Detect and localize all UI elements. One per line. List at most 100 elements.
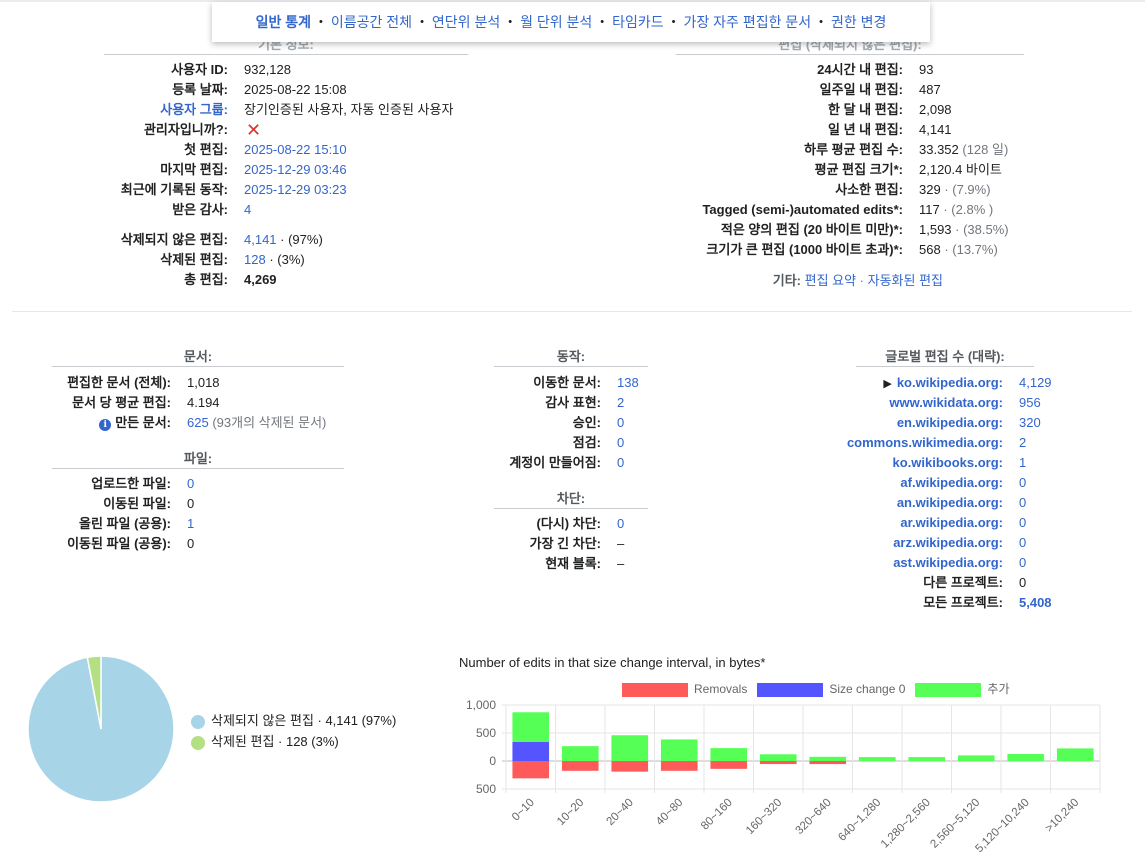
actions-row-value[interactable]: 0	[617, 435, 625, 450]
live-edits-link[interactable]: 4,141	[244, 232, 277, 247]
chart-legend-item[interactable]: Removals	[622, 682, 747, 697]
legend-label: Removals	[694, 682, 748, 696]
nav-item[interactable]: 연단위 분석	[431, 14, 501, 30]
bar-additions[interactable]	[561, 746, 599, 761]
user-groups-link[interactable]: 사용자 그룹:	[160, 102, 228, 117]
thanks-label: 받은 감사:	[172, 202, 228, 217]
pages-created-link[interactable]: 625	[187, 415, 209, 430]
edits-row-label: 일주일 내 편집:	[819, 82, 903, 97]
nav-separator: •	[319, 16, 323, 28]
bar-additions[interactable]	[660, 739, 698, 761]
bar-removals[interactable]	[611, 761, 649, 772]
bar-additions[interactable]	[710, 748, 748, 761]
bar-removals[interactable]	[710, 761, 748, 769]
chart-legend-item[interactable]: Size change 0	[757, 682, 905, 697]
bar-additions[interactable]	[809, 756, 847, 761]
files-row-value[interactable]: 1	[187, 516, 195, 531]
first-edit-link[interactable]: 2025-08-22 15:10	[244, 142, 347, 157]
files-row-value: 0	[187, 536, 195, 551]
files-row-value[interactable]: 0	[187, 476, 195, 491]
first-edit-label: 첫 편집:	[184, 142, 228, 157]
nav-item[interactable]: 월 단위 분석	[520, 14, 593, 30]
global-wiki-link[interactable]: en.wikipedia.org:	[896, 415, 1003, 430]
last-edit-link[interactable]: 2025-12-29 03:46	[244, 162, 347, 177]
x-tick-label: 80~160	[699, 797, 735, 833]
x-tick-label: 320~640	[793, 797, 833, 837]
global-wiki-value[interactable]: 0	[1019, 475, 1027, 490]
bar-additions[interactable]	[611, 735, 649, 761]
expand-arrow-icon[interactable]: ▶	[883, 378, 892, 390]
edits-row-value: 568	[919, 242, 941, 257]
blocks-row-label: (다시) 차단:	[536, 516, 601, 531]
last-action-link[interactable]: 2025-12-29 03:23	[244, 182, 347, 197]
edit-summary-link[interactable]: 편집 요약	[804, 273, 857, 288]
nav-separator: •	[671, 16, 676, 28]
blocks-row-value: –	[617, 536, 625, 551]
pages-avg-value: 4.194	[187, 395, 220, 410]
global-other-label: 다른 프로젝트:	[923, 575, 1003, 590]
bar-size-change-0[interactable]	[512, 741, 550, 761]
bar-additions[interactable]	[957, 755, 995, 761]
size-change-bar-chart: 1,000 500 0 500 0~10 10~20 20~40 40~80 80~160 160…	[466, 698, 1101, 855]
global-wiki-link[interactable]: an.wikipedia.org:	[896, 495, 1003, 510]
global-wiki-link[interactable]: ko.wikibooks.org:	[892, 455, 1003, 470]
blocks-row-value[interactable]: 0	[617, 516, 625, 531]
global-wiki-value[interactable]: 1	[1019, 455, 1027, 470]
global-wiki-link[interactable]: af.wikipedia.org:	[900, 475, 1003, 490]
global-wiki-link[interactable]: ast.wikipedia.org:	[893, 555, 1003, 570]
pages-header: 문서:	[52, 348, 344, 367]
bar-additions[interactable]	[759, 754, 797, 761]
global-all-value[interactable]: 5,408	[1019, 595, 1052, 610]
automated-edits-link[interactable]: 자동화된 편집	[867, 273, 943, 288]
global-wiki-value[interactable]: 0	[1019, 515, 1027, 530]
bar-additions[interactable]	[1056, 748, 1094, 761]
global-wiki-value[interactable]: 0	[1019, 495, 1027, 510]
actions-row-value[interactable]: 0	[617, 415, 625, 430]
edits-row-value: 117	[919, 202, 940, 217]
is-admin-label: 관리자입니까?:	[143, 122, 228, 137]
edits-row-extra: · (38.5%)	[951, 222, 1009, 237]
global-wiki-link[interactable]: ar.wikipedia.org:	[900, 515, 1003, 530]
bar-removals[interactable]	[660, 761, 698, 771]
chart-legend-item[interactable]: 추가	[915, 680, 1010, 697]
live-edits-label: 삭제되지 않은 편집:	[120, 232, 228, 247]
nav-item[interactable]: 일반 통계	[255, 14, 312, 30]
other-sep: ·	[856, 273, 868, 288]
global-wiki-link[interactable]: ko.wikipedia.org:	[896, 375, 1003, 390]
pie-slice-deleted[interactable]	[86, 655, 102, 730]
pages-created-label: 만든 문서:	[115, 415, 171, 430]
bar-removals[interactable]	[512, 761, 550, 779]
nav-item[interactable]: 권한 변경	[830, 14, 887, 30]
info-icon[interactable]: i	[99, 419, 112, 431]
bar-removals[interactable]	[759, 761, 797, 765]
actions-row-value[interactable]: 2	[617, 395, 625, 410]
thanks-link[interactable]: 4	[244, 202, 252, 217]
global-wiki-value[interactable]: 4,129	[1019, 375, 1052, 390]
bar-additions[interactable]	[908, 757, 946, 761]
actions-row-value[interactable]: 0	[617, 455, 625, 470]
nav-item[interactable]: 타임카드	[612, 14, 664, 30]
legend-swatch	[915, 682, 982, 697]
global-wiki-value[interactable]: 2	[1019, 435, 1027, 450]
bar-removals[interactable]	[561, 761, 599, 771]
nav-item[interactable]: 가장 자주 편집한 문서	[683, 14, 812, 30]
global-wiki-value[interactable]: 956	[1019, 395, 1041, 410]
global-wiki-link[interactable]: arz.wikipedia.org:	[893, 535, 1003, 550]
deleted-dot-icon	[191, 735, 205, 750]
bar-additions[interactable]	[512, 712, 550, 742]
global-wiki-link[interactable]: commons.wikimedia.org:	[846, 435, 1003, 450]
bar-removals[interactable]	[809, 761, 847, 765]
user-id-label: 사용자 ID:	[171, 62, 228, 77]
bar-additions[interactable]	[858, 757, 896, 761]
global-wiki-value[interactable]: 320	[1019, 415, 1041, 430]
user-groups-value: 장기인증된 사용자, 자동 인증된 사용자	[244, 102, 454, 117]
bar-additions[interactable]	[1007, 754, 1045, 761]
nav-item[interactable]: 이름공간 전체	[330, 14, 413, 30]
deleted-edits-link[interactable]: 128	[244, 252, 266, 267]
global-wiki-value[interactable]: 0	[1019, 555, 1027, 570]
global-header: 글로벌 편집 수 (대략):	[856, 348, 1034, 367]
global-wiki-value[interactable]: 0	[1019, 535, 1027, 550]
edits-row-value: 33.352	[919, 142, 959, 157]
global-wiki-link[interactable]: www.wikidata.org:	[889, 395, 1003, 410]
actions-row-value[interactable]: 138	[617, 375, 639, 390]
